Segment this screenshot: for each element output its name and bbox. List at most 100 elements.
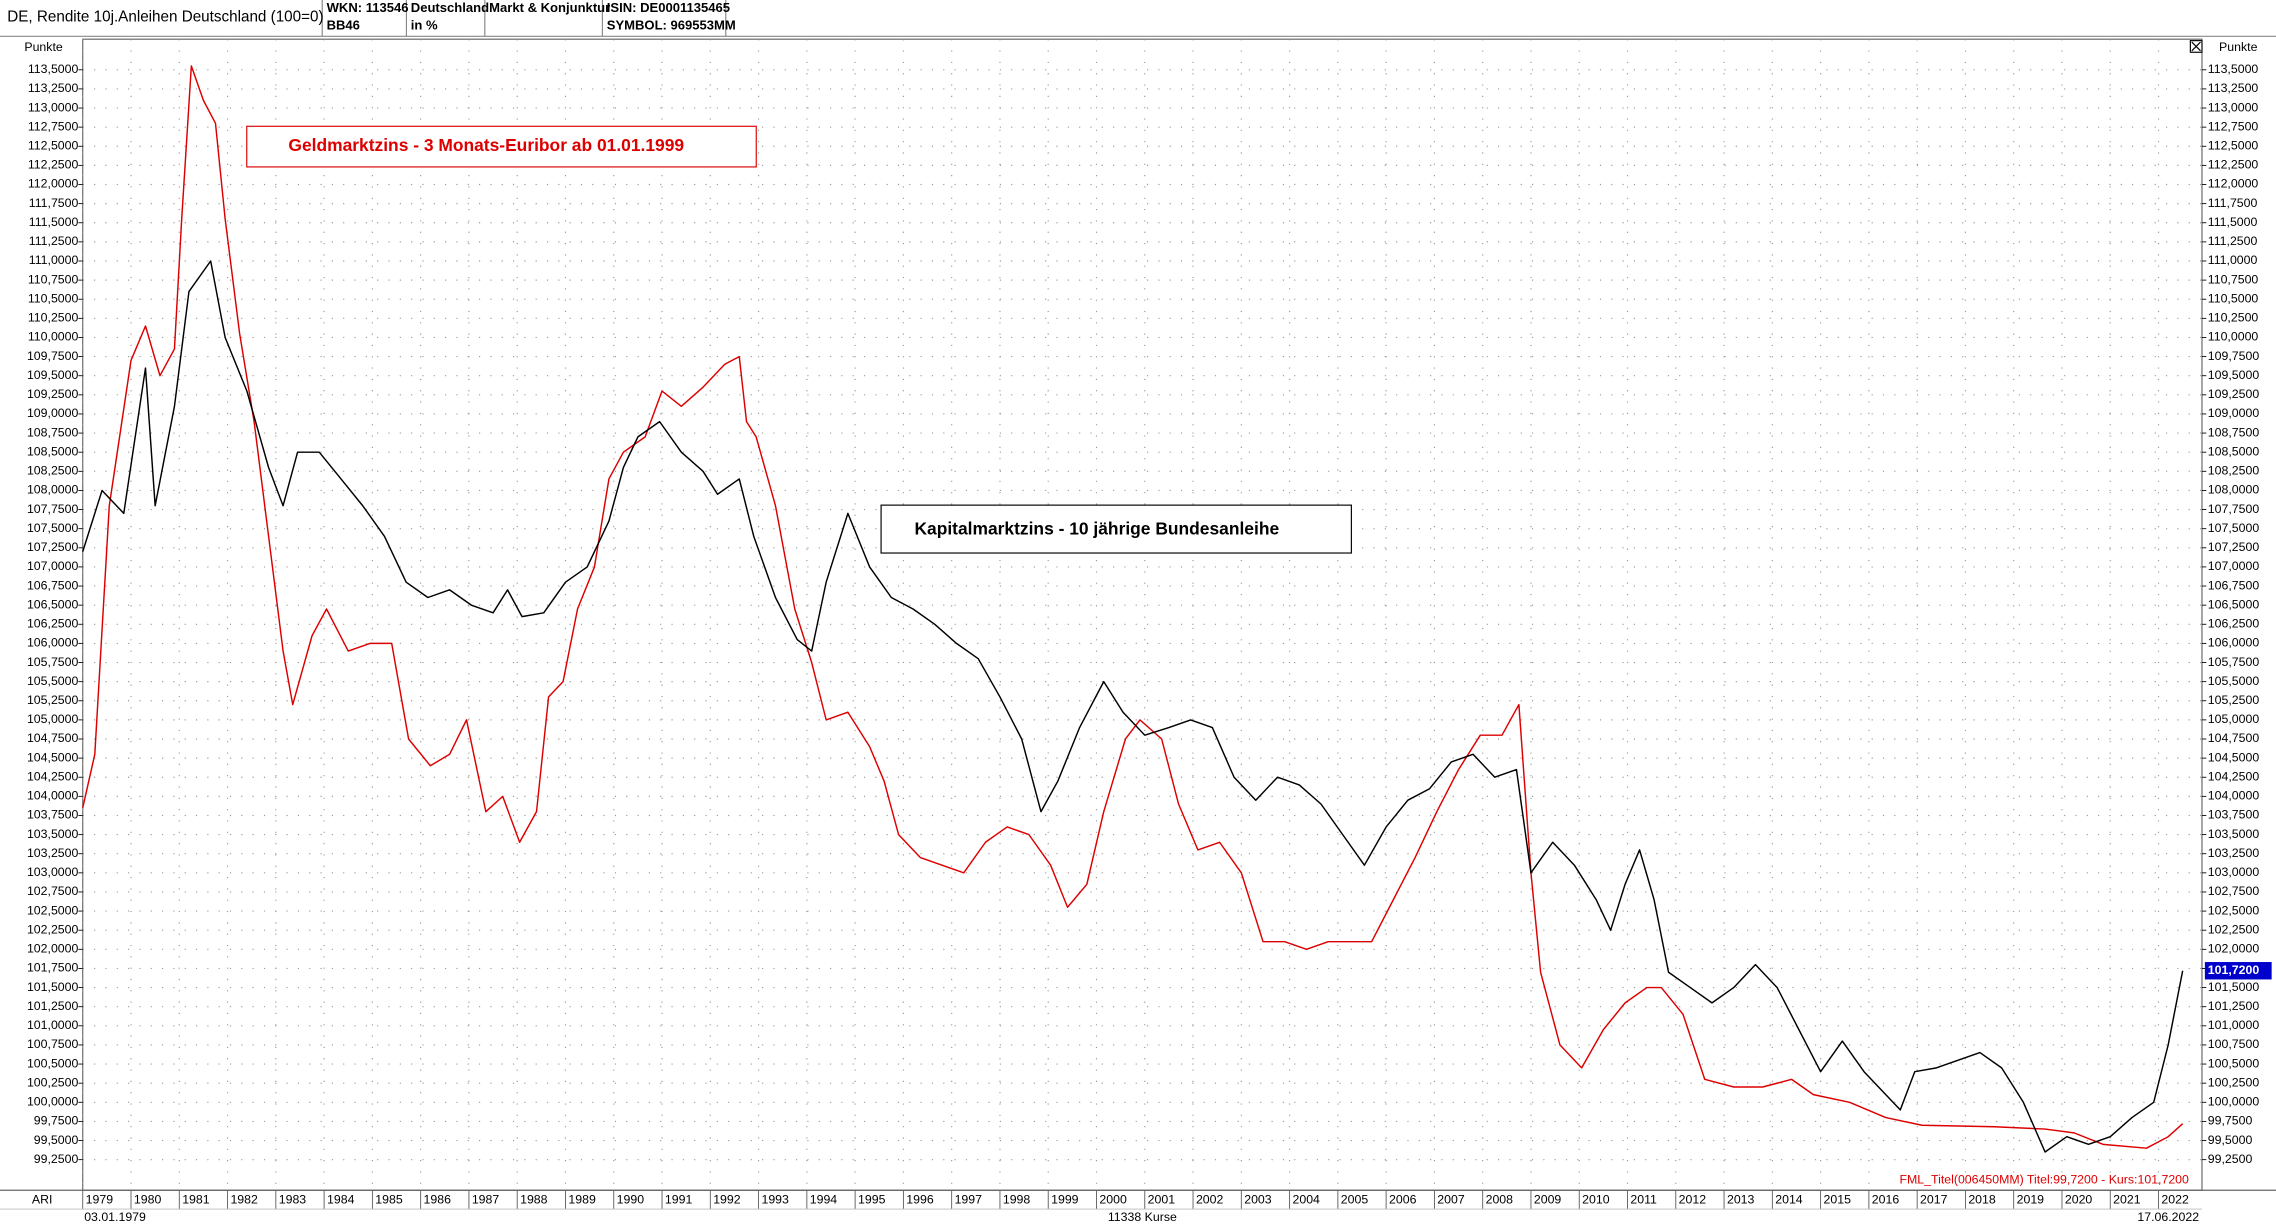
y-tick-label: 106,7500 (27, 578, 79, 592)
y-tick-label: 110,7500 (28, 272, 79, 286)
x-tick-label: 2003 (1244, 1193, 1272, 1207)
y2-tick-label: 110,2500 (2208, 311, 2259, 325)
header-country: Deutschland (411, 0, 489, 15)
series-line (82, 65, 2184, 1149)
y-tick-label: 100,5000 (27, 1056, 79, 1070)
y2-tick-label: 102,5000 (2208, 903, 2260, 917)
x-tick-label: 2007 (1437, 1193, 1465, 1207)
y-tick-label: 102,7500 (27, 884, 79, 898)
annotation-box (246, 125, 757, 168)
y2-tick-label: 107,2500 (2208, 540, 2260, 554)
y2-tick-label: 104,5000 (2208, 750, 2260, 764)
x-tick-label: 1991 (665, 1193, 693, 1207)
y2-tick-label: 108,5000 (2208, 444, 2260, 458)
x-tick-label: 2017 (1920, 1193, 1948, 1207)
y-tick-label: 112,0000 (28, 177, 79, 191)
y-tick-label: 99,7500 (34, 1114, 79, 1128)
y2-tick-label: 113,0000 (2208, 100, 2259, 114)
y2-tick-label: 100,7500 (2208, 1037, 2260, 1051)
y2-tick-label: 99,2500 (2208, 1152, 2253, 1166)
y2-tick-label: 104,0000 (2208, 789, 2260, 803)
y-tick-label: 106,2500 (27, 617, 79, 631)
header-title: DE, Rendite 10j.Anleihen Deutschland (10… (7, 8, 323, 25)
y2-tick-label: 111,5000 (2208, 215, 2258, 229)
y-tick-label: 113,2500 (28, 81, 79, 95)
y2-tick-label: 108,0000 (2208, 483, 2260, 497)
x-tick-label: 1986 (424, 1193, 452, 1207)
x-tick-label: 2020 (2065, 1193, 2093, 1207)
y2-tick-label: 107,0000 (2208, 559, 2260, 573)
y2-tick-label: 106,0000 (2208, 636, 2260, 650)
y2-tick-label: 110,7500 (2208, 272, 2259, 286)
y-tick-label: 102,5000 (27, 903, 79, 917)
y-tick-label: 105,2500 (27, 693, 79, 707)
y2-tick-label: 103,2500 (2208, 846, 2260, 860)
x-tick-label: 1985 (375, 1193, 403, 1207)
header-isin: ISIN: DE0001135465 (607, 0, 730, 15)
y-tick-label: 102,0000 (27, 942, 79, 956)
y-tick-label: 100,0000 (27, 1095, 79, 1109)
y2-tick-label: 101,0000 (2208, 1018, 2260, 1032)
y2-tick-label: 102,7500 (2208, 884, 2260, 898)
y-tick-label: 107,2500 (27, 540, 79, 554)
y2-tick-label: 113,5000 (2208, 62, 2259, 76)
start-date: 03.01.1979 (84, 1210, 146, 1224)
x-tick-label: 2011 (1630, 1193, 1657, 1207)
y-tick-label: 109,5000 (27, 368, 79, 382)
y2-tick-label: 99,5000 (2208, 1133, 2253, 1147)
x-tick-label: 2015 (1824, 1193, 1852, 1207)
y2-tick-label: 99,7500 (2208, 1114, 2253, 1128)
y2-tick-label: 108,2500 (2208, 464, 2260, 478)
y2-tick-label: 112,0000 (2208, 177, 2259, 191)
y-tick-label: 106,5000 (27, 597, 79, 611)
y2-tick-label: 102,0000 (2208, 942, 2260, 956)
y2-tick-label: 111,0000 (2208, 253, 2258, 267)
y-tick-label: 105,7500 (27, 655, 79, 669)
y-tick-label: 112,7500 (28, 119, 79, 133)
x-tick-label: 1996 (906, 1193, 934, 1207)
header-unit: in % (411, 18, 438, 33)
y2-tick-label: 105,0000 (2208, 712, 2260, 726)
y-tick-label: 101,0000 (27, 1018, 79, 1032)
y-tick-label: 108,7500 (27, 425, 79, 439)
y2-tick-label: 110,0000 (2208, 330, 2259, 344)
header-category: Markt & Konjunktur (489, 0, 610, 15)
x-tick-label: 2013 (1727, 1193, 1755, 1207)
x-tick-label: 2014 (1775, 1193, 1803, 1207)
y-tick-label: 104,2500 (27, 769, 79, 783)
series-line (82, 260, 2184, 1153)
x-tick-label: 2022 (2161, 1193, 2189, 1207)
count: 11338 Kurse (1108, 1210, 1177, 1224)
y-tick-label: 105,5000 (27, 674, 79, 688)
x-tick-label: 2012 (1679, 1193, 1707, 1207)
x-tick-label: 2009 (1534, 1193, 1562, 1207)
axes: Punkte Punkte 99,2500 99,2500 99,5000 99,50… (24, 40, 2272, 1210)
y-tick-label: 103,0000 (27, 865, 79, 879)
y2-tick-label: 105,5000 (2208, 674, 2260, 688)
x-tick-label: 2006 (1389, 1193, 1417, 1207)
y2-tick-label: 100,2500 (2208, 1075, 2260, 1089)
x-tick-label: 1999 (1051, 1193, 1079, 1207)
x-tick-label: 2010 (1582, 1193, 1610, 1207)
legend-text: FML_Titel(006450MM) Titel:99,7200 - Kurs… (1900, 1172, 2190, 1186)
header: DE, Rendite 10j.Anleihen Deutschland (10… (0, 0, 2276, 37)
x-tick-label: 1988 (520, 1193, 548, 1207)
y-tick-label: 105,0000 (27, 712, 79, 726)
x-tick-label: 2008 (1486, 1193, 1514, 1207)
annotations: Geldmarktzins - 3 Monats-Euribor ab 01.0… (246, 125, 1352, 554)
y2-tick-label: 103,5000 (2208, 827, 2260, 841)
y2-tick-label: 107,7500 (2208, 502, 2260, 516)
close-cross[interactable] (2191, 41, 2201, 52)
y-tick-label: 108,2500 (27, 464, 79, 478)
close-icon[interactable] (2189, 40, 2203, 53)
y2-tick-label: 104,7500 (2208, 731, 2260, 745)
y2-tick-label: 107,5000 (2208, 521, 2260, 535)
x-tick-label: 2016 (1872, 1193, 1900, 1207)
y2-tick-label: 103,0000 (2208, 865, 2260, 879)
x-tick-label: 1987 (472, 1193, 500, 1207)
y2-tick-label: 101,5000 (2208, 980, 2260, 994)
y-tick-label: 112,5000 (28, 139, 79, 153)
y-tick-label: 108,0000 (27, 483, 79, 497)
x-tick-label: 1995 (858, 1193, 886, 1207)
